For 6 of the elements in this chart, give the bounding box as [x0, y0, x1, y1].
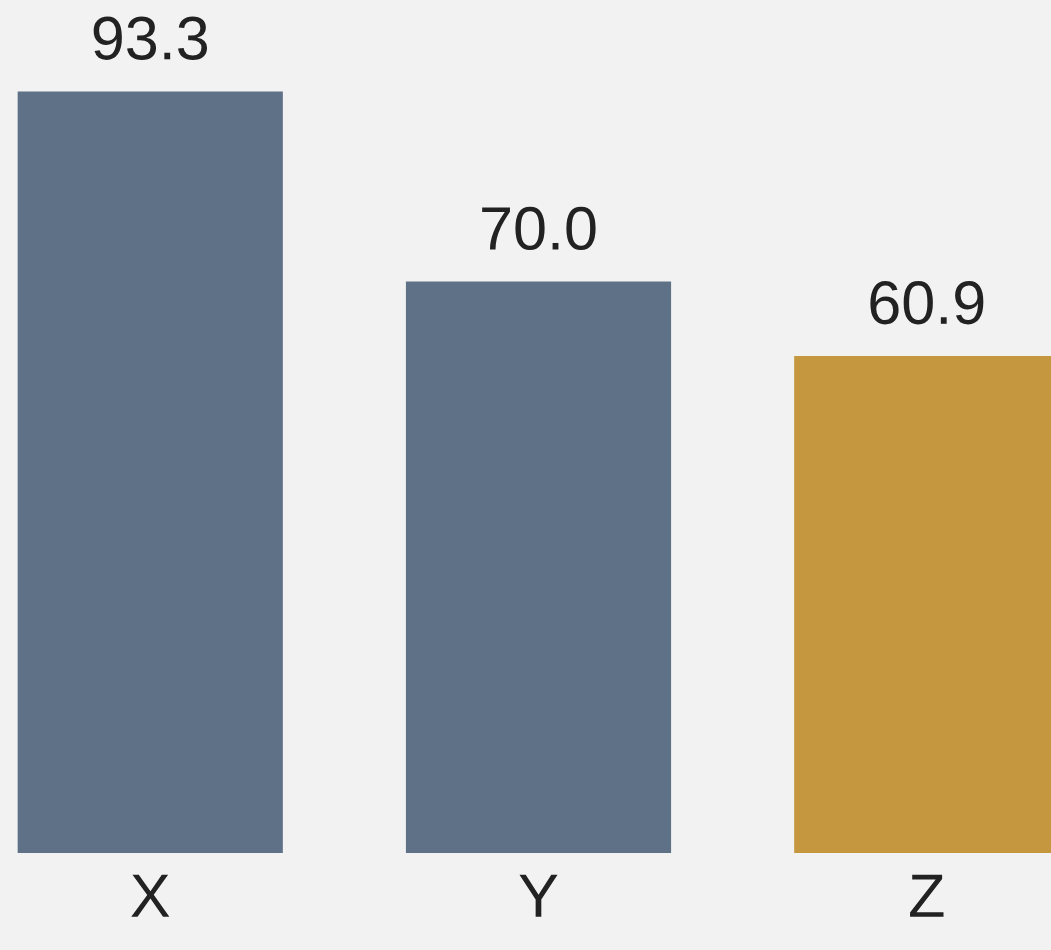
x-tick-label: X [131, 874, 170, 917]
x-tick-label: Z [910, 874, 944, 917]
data-label: 70.0 [482, 206, 596, 251]
data-label: 60.9 [870, 281, 984, 325]
data-label: 93.3 [93, 16, 208, 60]
x-tick-label: Y [519, 874, 558, 917]
